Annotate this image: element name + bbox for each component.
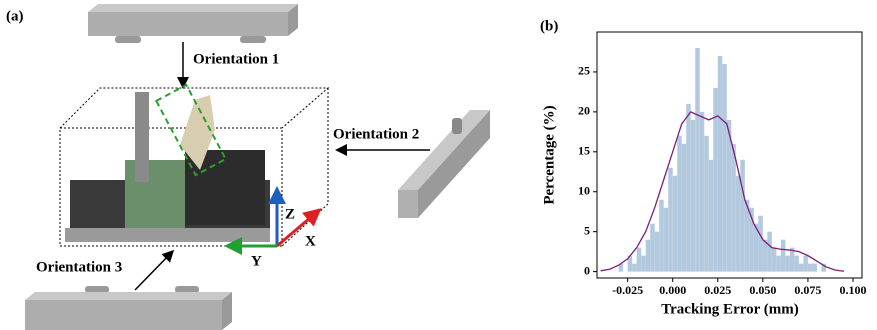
orientation-label: Orientation 2 [333,126,419,142]
x-tick-label: 0.075 [794,283,821,297]
bar [785,256,790,272]
bar [646,240,651,272]
bar [673,176,678,272]
bar [740,160,745,272]
panel-b: (b) Tracking Error (mm) Percentage (%) 0… [540,18,866,317]
bar [808,264,813,272]
sensor-top [88,4,298,43]
bar [776,256,781,272]
orientation-label: Orientation 1 [193,51,279,67]
bar [659,200,664,272]
sensor-bottom [25,286,232,330]
x-tick-label: 0.100 [839,283,866,297]
x-tick-label: 0.025 [704,283,731,297]
bar [722,64,727,272]
bar [731,144,736,272]
orientation-label: Orientation 3 [36,259,122,275]
bar [655,232,660,272]
bar [704,136,709,272]
y-tick-label: 15 [578,144,590,158]
bar [772,248,777,272]
bar [727,120,732,272]
axis-label: Z [285,206,295,222]
bar [668,168,673,272]
bar [695,48,700,272]
bar [767,232,772,272]
y-tick-label: 0 [584,263,590,277]
bar [736,176,741,272]
bar [682,144,687,272]
bar [641,256,646,272]
bar [637,248,642,272]
axis-label: Y [251,253,262,269]
panel-label: (a) [6,8,24,24]
y-axis-label: Percentage (%) [541,105,557,204]
bar [664,208,669,272]
bar [803,256,808,272]
y-tick-label: 5 [584,223,590,237]
bar [686,104,691,272]
y-tick-label: 10 [578,183,590,197]
bar [709,160,714,272]
bar [677,136,682,272]
arrow [135,252,172,290]
bar [691,120,696,272]
panel-label: (b) [540,18,558,34]
bar [812,264,817,272]
bar [799,264,804,272]
x-tick-label: 0.000 [659,283,686,297]
panel-a: (a) Orientation 1 Z [6,4,490,330]
bar [700,112,705,272]
bar [632,264,637,272]
y-tick-label: 20 [578,104,590,118]
bar [781,240,786,272]
bar [650,224,655,272]
bar [758,216,763,272]
axis-label: X [305,233,316,249]
figure: (a) Orientation 1 Z [0,0,877,330]
x-axis-label: Tracking Error (mm) [661,301,798,317]
y-tick-label: 25 [578,64,590,78]
x-tick-label: 0.050 [749,283,776,297]
device [65,85,270,242]
bar [763,240,768,272]
bar [718,56,723,272]
x-tick-label: -0.025 [612,283,643,297]
bar [794,256,799,272]
